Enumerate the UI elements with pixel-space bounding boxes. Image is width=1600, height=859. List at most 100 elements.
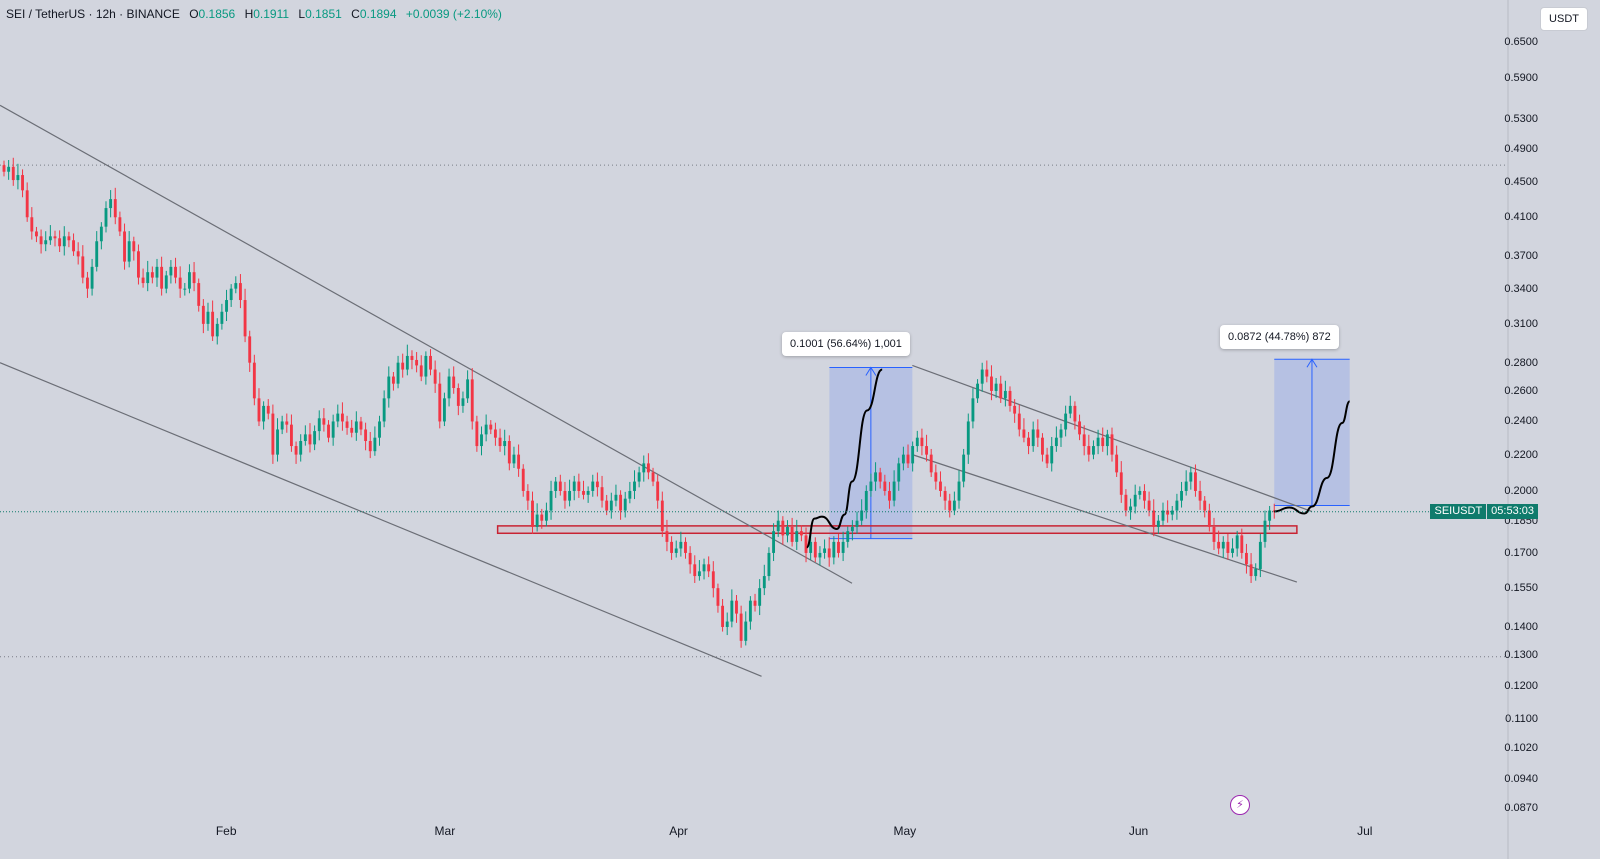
candle-body	[934, 472, 938, 482]
candle-body	[211, 311, 215, 337]
candle-body	[396, 362, 400, 384]
candle-body	[526, 490, 530, 501]
projection-curve	[805, 368, 883, 549]
candle-body	[1203, 500, 1207, 511]
candle-body	[1152, 510, 1156, 527]
candle-body	[549, 490, 553, 511]
candle-body	[971, 398, 975, 422]
candle-body	[266, 405, 270, 414]
candle-body	[276, 429, 279, 455]
candle-body	[957, 481, 961, 501]
price-tick-label: 0.4500	[1504, 175, 1538, 188]
candle-body	[1119, 472, 1123, 495]
candle-body	[1087, 446, 1091, 455]
candle-body	[401, 362, 405, 370]
candle-body	[382, 398, 386, 422]
candle-body	[419, 365, 423, 377]
candle-body	[623, 498, 627, 511]
candle-body	[517, 454, 521, 469]
candle-body	[327, 424, 330, 438]
candle-body	[711, 571, 715, 589]
candle-body	[925, 446, 928, 455]
measure-arrow-head	[1306, 358, 1318, 368]
candle-body	[30, 217, 34, 232]
candle-body	[206, 311, 210, 324]
candle-body	[1156, 520, 1160, 527]
candle-body	[262, 405, 266, 422]
candle-body	[489, 424, 493, 430]
candle-body	[693, 564, 697, 577]
candle-body	[169, 266, 173, 276]
candle-body	[929, 454, 933, 473]
candle-body	[512, 454, 516, 464]
candle-body	[999, 383, 1003, 399]
candle-body	[818, 552, 822, 558]
candle-body	[813, 541, 817, 558]
currency-button[interactable]: USDT	[1540, 7, 1588, 31]
candle-body	[646, 463, 650, 473]
candle-body	[1231, 548, 1234, 553]
candle-body	[1110, 434, 1114, 455]
candle-body	[943, 490, 947, 501]
candle-body	[354, 421, 358, 433]
price-tick-label: 0.1200	[1504, 679, 1538, 692]
time-tick-label: Feb	[215, 824, 237, 838]
candle-body	[656, 481, 660, 501]
candle-body	[1175, 500, 1179, 511]
candle-body	[1207, 510, 1211, 527]
trendline	[0, 362, 762, 677]
measure-label-first[interactable]: 0.1001 (56.64%) 1,001	[782, 332, 910, 356]
candle-body	[772, 531, 776, 553]
candle-body	[790, 526, 794, 542]
candle-body	[1161, 510, 1165, 521]
candle-body	[480, 434, 483, 447]
candle-body	[563, 490, 567, 501]
time-tick-label: Mar	[434, 824, 456, 838]
candle-body	[586, 490, 590, 495]
candle-body	[827, 548, 831, 558]
candle-body	[141, 277, 145, 284]
candle-body	[493, 429, 497, 438]
candle-body	[990, 376, 993, 391]
candle-body	[1092, 446, 1095, 455]
candle-body	[294, 446, 298, 455]
legend-high: 0.1911	[253, 7, 290, 21]
flash-icon[interactable]: ⚡	[1230, 795, 1250, 815]
candle-body	[289, 424, 293, 447]
candle-body	[1170, 510, 1174, 515]
candle-body	[503, 441, 507, 447]
price-tick-label: 0.0870	[1504, 802, 1538, 815]
candle-body	[901, 454, 905, 464]
candle-body	[99, 226, 103, 242]
price-tick-label: 0.1300	[1504, 649, 1538, 662]
trendline	[0, 104, 853, 584]
candle-body	[846, 531, 850, 542]
price-tick-label: 0.4100	[1504, 211, 1538, 224]
candle-body	[577, 481, 581, 491]
price-tick-label: 0.1700	[1504, 546, 1538, 559]
candle-body	[364, 429, 368, 442]
candle-body	[1180, 490, 1183, 501]
candle-body	[758, 588, 762, 606]
candle-body	[391, 376, 395, 384]
candle-body	[271, 413, 275, 455]
candle-body	[892, 481, 896, 501]
legend-symbol[interactable]: SEI / TetherUS · 12h · BINANCE	[6, 7, 180, 21]
candle-body	[874, 472, 878, 482]
candle-body	[1254, 568, 1258, 577]
candle-body	[160, 266, 164, 289]
candle-body	[183, 288, 187, 290]
candle-body	[688, 552, 692, 565]
candle-body	[531, 500, 534, 527]
candle-body	[1245, 552, 1248, 565]
candle-body	[118, 217, 122, 232]
candle-body	[878, 472, 882, 482]
measure-label-second[interactable]: 0.0872 (44.78%) 872	[1220, 325, 1339, 349]
candle-body	[109, 199, 113, 209]
candle-body	[433, 369, 437, 384]
price-tick-label: 0.4900	[1504, 143, 1538, 156]
candle-body	[609, 500, 613, 511]
candle-body	[1133, 494, 1137, 507]
